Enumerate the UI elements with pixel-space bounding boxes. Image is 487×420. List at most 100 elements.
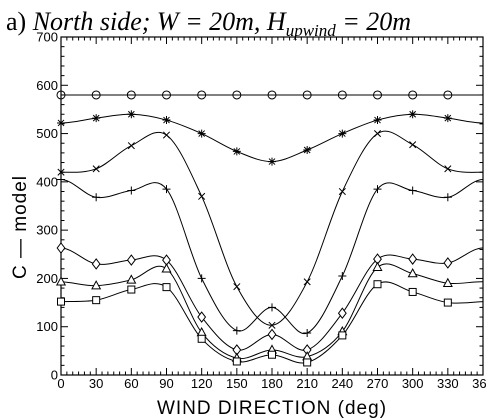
y-tick-label: 300 [36, 223, 58, 238]
data-point-x [57, 168, 65, 176]
data-point-circle [197, 90, 207, 100]
x-tick-label: 90 [159, 376, 173, 391]
data-point-circle [373, 90, 382, 100]
plot-frame [60, 36, 484, 376]
data-point-circle [267, 90, 277, 100]
data-point-plus [268, 303, 276, 312]
y-tick-label: 400 [36, 174, 58, 189]
data-point-plus [232, 326, 241, 335]
data-point-circle [162, 90, 171, 100]
data-point-diamond [126, 254, 136, 266]
data-point-square [268, 350, 276, 359]
data-point-triangle [442, 277, 453, 287]
data-point-asterisk [443, 114, 452, 123]
y-tick-label: 100 [36, 319, 58, 334]
data-point-x [162, 131, 171, 139]
data-point-circle [408, 90, 418, 100]
series-triangle [55, 261, 484, 362]
series-square [57, 280, 484, 367]
y-tick-label: 0 [51, 368, 58, 383]
data-point-plus [57, 175, 65, 184]
data-point-plus [338, 272, 347, 281]
data-point-square [162, 283, 171, 292]
data-point-diamond [267, 328, 277, 341]
data-point-plus [373, 185, 382, 194]
data-point-triangle [91, 280, 102, 290]
data-point-x [373, 130, 382, 138]
data-point-triangle [407, 268, 418, 278]
data-point-asterisk [197, 129, 206, 138]
data-point-x [127, 142, 135, 150]
data-point-x [233, 283, 241, 291]
data-point-diamond [337, 307, 347, 320]
data-point-asterisk [127, 110, 136, 119]
data-point-plus [92, 193, 101, 202]
series-diamond [56, 242, 484, 356]
y-axis-label: C — model [10, 175, 31, 279]
x-tick-label: 240 [331, 376, 353, 391]
x-tick-label: 120 [191, 376, 213, 391]
data-point-x [444, 165, 452, 173]
data-point-diamond [91, 258, 101, 270]
x-axis-label: WIND DIRECTION (deg) [157, 398, 387, 419]
data-point-x [92, 165, 100, 173]
x-tick-label: 360 [472, 376, 487, 391]
series-line-asterisk [60, 113, 484, 163]
data-point-circle [56, 90, 66, 100]
data-point-x [303, 278, 311, 286]
data-point-square [373, 280, 382, 289]
title-suffix: = 20m [336, 7, 411, 36]
data-point-circle [232, 90, 242, 100]
data-point-plus [443, 193, 452, 202]
series-x [57, 130, 484, 329]
x-tick-label: 0 [57, 376, 64, 391]
data-point-asterisk [338, 129, 347, 138]
data-point-circle [126, 90, 136, 100]
series-asterisk [57, 110, 484, 166]
x-tick-label: 150 [226, 376, 248, 391]
series-circle [56, 90, 483, 100]
title-prefix: a) [6, 7, 33, 36]
data-point-diamond [443, 257, 453, 269]
data-point-plus [303, 328, 312, 337]
data-point-plus [408, 186, 417, 195]
y-tick-label: 500 [36, 126, 58, 141]
y-tick-label: 600 [36, 78, 58, 93]
data-point-asterisk [162, 116, 171, 125]
data-point-asterisk [57, 118, 65, 127]
x-tick-label: 270 [367, 376, 389, 391]
data-point-diamond [197, 311, 207, 323]
data-point-asterisk [92, 114, 101, 123]
data-point-square [57, 297, 65, 306]
data-point-circle [91, 90, 101, 100]
data-point-square [127, 285, 136, 294]
data-point-asterisk [408, 110, 417, 119]
x-tick-label: 330 [437, 376, 459, 391]
data-point-square [443, 298, 452, 307]
y-tick-label: 200 [36, 271, 58, 286]
data-point-square [197, 334, 206, 343]
data-point-asterisk [303, 145, 312, 154]
chart-title: a) North side; W = 20m, Hupwind = 20m [6, 7, 411, 40]
data-point-plus [197, 274, 206, 283]
x-tick-label: 210 [296, 376, 318, 391]
data-point-square [408, 287, 417, 296]
data-point-x [268, 321, 276, 329]
x-tick-label: 180 [261, 376, 283, 391]
data-point-circle [443, 90, 453, 100]
data-point-asterisk [232, 147, 241, 156]
data-point-plus [127, 186, 136, 195]
data-point-asterisk [268, 157, 276, 166]
data-point-x [338, 187, 346, 196]
data-point-x [409, 141, 417, 149]
data-point-triangle [126, 274, 137, 284]
x-tick-label: 60 [124, 376, 138, 391]
data-point-circle [302, 90, 312, 100]
data-point-x [198, 192, 206, 200]
data-point-triangle [372, 261, 383, 272]
series-plus [57, 175, 484, 337]
data-point-triangle [161, 263, 172, 273]
title-subscript: upwind [286, 21, 337, 40]
data-point-plus [162, 185, 171, 194]
